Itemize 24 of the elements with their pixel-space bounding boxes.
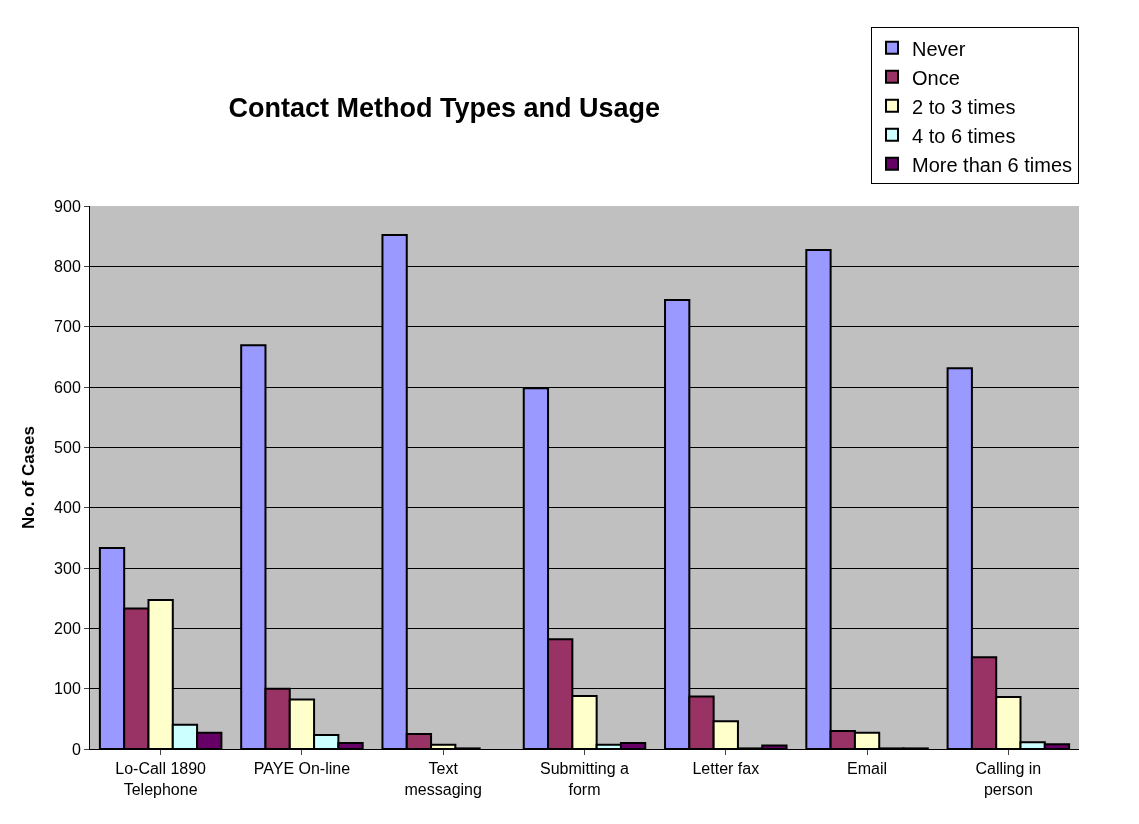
chart-title: Contact Method Types and Usage [228,92,660,123]
y-tick-label: 400 [54,499,81,517]
x-tick-label: Lo-Call 1890 Telephone [115,760,207,798]
x-tick-label: Email [847,760,888,778]
legend-label: Once [912,66,960,89]
y-tick-label: 200 [54,619,81,637]
y-tick-label: 800 [54,257,81,275]
y-tick-label: 700 [54,318,81,336]
y-axis-title: No. of Cases [18,426,38,529]
y-tick-label: 900 [54,197,81,215]
x-tick-label: PAYE On-line [253,760,351,778]
legend-label: 4 to 6 times [912,124,1016,147]
y-tick-label: 600 [54,378,81,396]
y-tick-label: 300 [54,559,81,577]
y-tick-label: 100 [54,680,81,698]
x-tick-label: Text messaging [404,760,482,798]
x-tick-label: Calling in person [975,760,1042,798]
y-tick-label: 500 [54,438,81,456]
x-tick-label: Submitting a form [540,760,630,798]
legend-label: More than 6 times [912,153,1073,176]
x-tick-label: Letter fax [692,760,760,778]
y-tick-label: 0 [71,740,81,758]
legend-label: Never [912,37,966,60]
legend-label: 2 to 3 times [912,95,1016,118]
